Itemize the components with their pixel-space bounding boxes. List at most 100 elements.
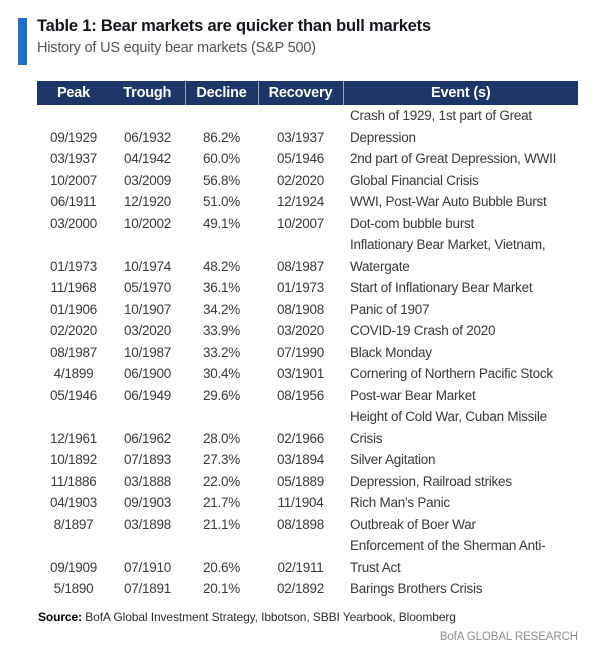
cell-trough: 12/1920 [123,194,172,209]
cell-decline: 48.2% [202,258,241,274]
cell-decline: 33.2% [202,344,241,360]
column-header-peak: Peak [37,81,110,105]
cell-peak: 04/1903 [49,495,98,510]
cell-recovery: 03/1894 [276,452,325,467]
source-line: Source: BofA Global Investment Strategy,… [38,610,603,624]
cell-peak: 02/2020 [49,323,98,338]
cell-trough: 07/1893 [123,452,172,467]
bear-markets-table: Peak Trough Decline Recovery Event (s) 0… [37,81,578,600]
cell-recovery: 08/1987 [276,258,325,274]
cell-trough: 10/1987 [123,344,172,360]
cell-peak: 06/1911 [50,194,97,209]
cell-recovery: 02/1966 [276,430,325,446]
cell-decline: 33.9% [202,323,241,338]
cell-peak: 10/2007 [49,172,98,188]
cell-peak: 09/1909 [49,559,98,575]
cell-decline: 86.2% [202,129,241,145]
table-header-row: Peak Trough Decline Recovery Event (s) [37,81,578,105]
cell-recovery: 02/1892 [276,581,325,596]
cell-decline: 34.2% [202,301,241,317]
cell-decline: 27.3% [202,452,241,467]
table-row: 08/1987 10/1987 33.2% 07/1990 Black Monday [37,342,578,364]
cell-trough: 06/1932 [123,129,172,145]
cell-peak: 08/1987 [49,344,98,360]
column-header-trough: Trough [110,81,185,105]
cell-event: 2nd part of Great Depression, WWII [350,151,557,166]
table-row: 10/1892 07/1893 27.3% 03/1894 Silver Agitati… [37,449,578,471]
table-row: 09/1929 06/1932 86.2% 03/1937 Crash of 1929,… [37,105,578,148]
cell-decline: 20.1% [202,581,241,596]
cell-decline: 28.0% [202,430,241,446]
cell-peak: 03/2000 [49,215,98,231]
cell-trough: 05/1970 [123,280,172,295]
cell-decline: 60.0% [202,151,241,166]
table-row: 8/1897 03/1898 21.1% 08/1898 Outbreak of Boe… [37,514,578,536]
cell-trough: 04/1942 [123,151,172,166]
table-row: 01/1906 10/1907 34.2% 08/1908 Panic of 1907 [37,299,578,321]
column-header-recovery: Recovery [257,81,343,105]
cell-event: Outbreak of Boer War [350,516,476,532]
cell-event: Barings Brothers Crisis [350,581,483,596]
source-label: Source: [38,609,82,624]
cell-decline: 29.6% [202,387,241,403]
table-row: 01/1973 10/1974 48.2% 08/1987 Inflationary B… [37,234,578,277]
cell-recovery: 08/1908 [276,301,325,317]
cell-recovery: 08/1956 [276,387,325,403]
cell-trough: 10/1907 [123,301,172,317]
brand-line: BofA GLOBAL RESEARCH [439,630,578,643]
cell-decline: 49.1% [202,215,241,231]
cell-recovery: 12/1924 [276,194,325,209]
cell-peak: 09/1929 [49,129,98,145]
cell-event: Rich Man's Panic [350,495,450,510]
cell-recovery: 08/1898 [276,516,325,532]
cell-event: Inflationary Bear Market, Vietnam, Water… [350,237,546,274]
cell-peak: 11/1886 [50,473,97,489]
cell-event: Silver Agitation [350,452,436,467]
cell-peak: 4/1899 [53,366,94,381]
cell-peak: 12/1961 [49,430,98,446]
cell-trough: 06/1949 [123,387,172,403]
table-header: Table 1: Bear markets are quicker than b… [18,15,603,65]
cell-event: Post-war Bear Market [350,387,476,403]
cell-event: Dot-com bubble burst [350,215,475,231]
cell-trough: 03/2009 [123,172,172,188]
cell-event: Crash of 1929, 1st part of Great Depress… [350,108,532,145]
cell-trough: 06/1962 [123,430,172,446]
cell-decline: 36.1% [202,280,241,295]
cell-event: Depression, Railroad strikes [350,473,512,489]
cell-recovery: 02/1911 [277,559,324,575]
cell-trough: 03/1888 [123,473,172,489]
cell-event: Enforcement of the Sherman Anti- Trust A… [350,538,546,575]
column-header-decline: Decline [184,81,258,105]
cell-trough: 09/1903 [123,495,172,510]
cell-decline: 22.0% [202,473,241,489]
table-row: 12/1961 06/1962 28.0% 02/1966 Height of Cold… [37,406,578,449]
table-row: 06/1911 12/1920 51.0% 12/1924 WWI, Post-War … [37,191,578,213]
source-text: BofA Global Investment Strategy, Ibbotso… [85,609,456,624]
page-title: Table 1: Bear markets are quicker than b… [37,17,431,35]
table-row: 04/1903 09/1903 21.7% 11/1904 Rich Man's Pan… [37,492,578,514]
cell-decline: 56.8% [202,172,241,188]
cell-trough: 07/1891 [123,581,172,596]
cell-peak: 01/1906 [49,301,98,317]
cell-trough: 07/1910 [123,559,172,575]
cell-trough: 03/1898 [123,516,172,532]
table-row: 10/2007 03/2009 56.8% 02/2020 Global Financi… [37,170,578,192]
cell-recovery: 03/1937 [276,129,325,145]
cell-peak: 8/1897 [53,516,94,532]
table-row: 05/1946 06/1949 29.6% 08/1956 Post-war Bear … [37,385,578,407]
cell-recovery: 11/1904 [277,495,324,510]
table-row: 09/1909 07/1910 20.6% 02/1911 Enforcement of… [37,535,578,578]
cell-recovery: 03/1901 [276,366,325,381]
table-row: 02/2020 03/2020 33.9% 03/2020 COVID-19 Crash… [37,320,578,342]
cell-peak: 03/1937 [49,151,98,166]
title-block: Table 1: Bear markets are quicker than b… [37,15,431,59]
page-subtitle: History of US equity bear markets (S&P 5… [37,40,316,56]
cell-recovery: 03/2020 [276,323,325,338]
cell-event: Height of Cold War, Cuban Missile Crisis [350,409,547,446]
cell-event: Global Financial Crisis [350,172,479,188]
cell-recovery: 05/1889 [276,473,325,489]
cell-recovery: 02/2020 [276,172,325,188]
table-body: 09/1929 06/1932 86.2% 03/1937 Crash of 1929,… [37,105,578,600]
